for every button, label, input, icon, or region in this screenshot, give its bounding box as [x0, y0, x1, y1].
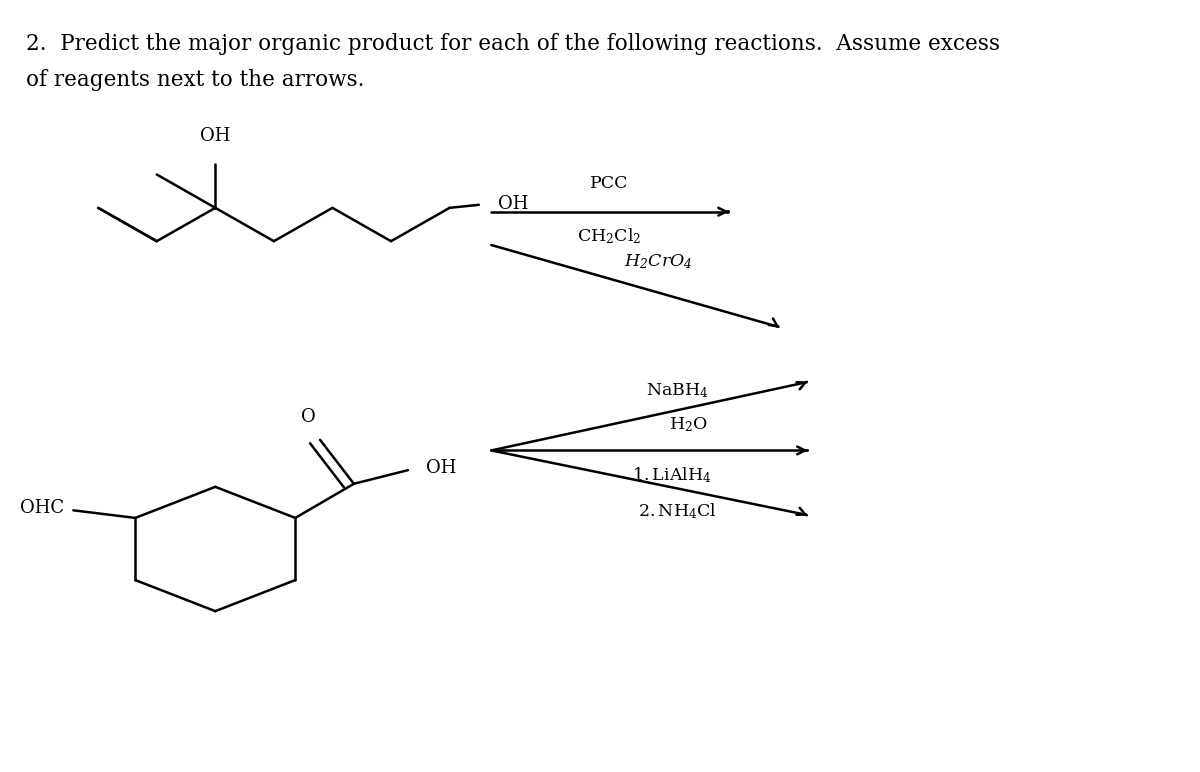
Text: OH: OH [426, 459, 456, 477]
Text: OH: OH [200, 127, 230, 145]
Text: OH: OH [498, 195, 528, 213]
Text: PCC: PCC [590, 175, 629, 192]
Text: $\mathregular{1.LiAlH_4}$: $\mathregular{1.LiAlH_4}$ [631, 466, 712, 486]
Text: O: O [301, 408, 316, 426]
Text: $\mathregular{H_2CrO_4}$: $\mathregular{H_2CrO_4}$ [624, 252, 692, 271]
Text: $\mathregular{2.NH_4Cl}$: $\mathregular{2.NH_4Cl}$ [637, 502, 716, 521]
Text: of reagents next to the arrows.: of reagents next to the arrows. [26, 69, 365, 91]
Text: $\mathregular{H_2O}$: $\mathregular{H_2O}$ [668, 415, 708, 434]
Text: $\mathregular{CH_2Cl_2}$: $\mathregular{CH_2Cl_2}$ [577, 227, 642, 246]
Text: 2.  Predict the major organic product for each of the following reactions.  Assu: 2. Predict the major organic product for… [26, 33, 1000, 56]
Text: OHC: OHC [20, 499, 65, 517]
Text: $\mathregular{NaBH_4}$: $\mathregular{NaBH_4}$ [646, 381, 708, 400]
